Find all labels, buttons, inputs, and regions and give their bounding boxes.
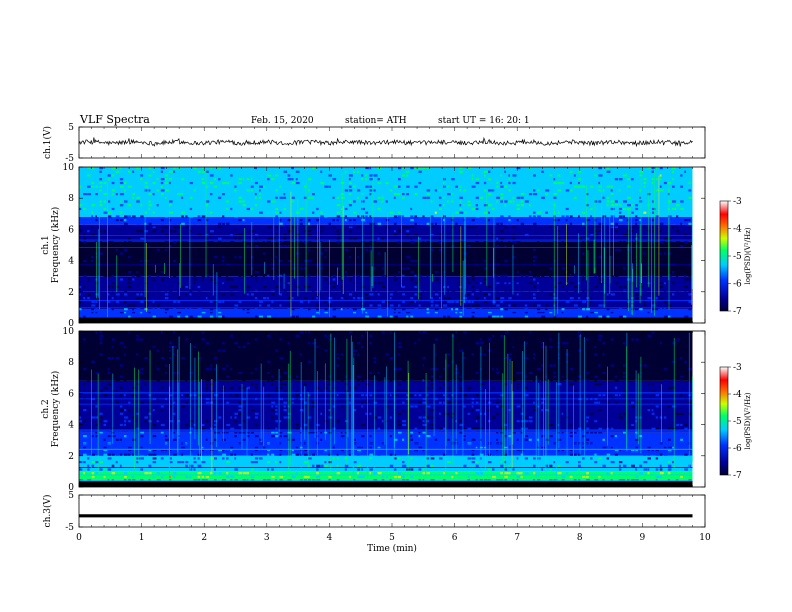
colorbar-label: log(PSD)(V²/Hz) [744,392,752,449]
ch1-colorbar: -3 -4 -5 -6 -7 log(PSD)(V²/Hz) [719,197,752,317]
ch1-waveform-y-tick-label: 5 [68,123,74,133]
ch3-waveform-panel: 5 -5 ch.3(V) [42,491,706,533]
spectral-band [79,380,693,394]
ch1-waveform-trace [78,136,693,148]
time-axis: 0 1 2 3 4 5 6 7 8 9 10 Time (min) [76,533,711,554]
colorbar-tick-label: -7 [733,307,742,317]
x-tick-label: 3 [264,533,270,543]
ch2-spectrogram-y-tick-label: 10 [63,327,75,337]
colorbar-tick-label: -3 [733,363,742,373]
ch1-spectrogram-y-tick-label: 4 [68,257,74,267]
x-axis-label: Time (min) [367,543,417,554]
ch1-waveform-ylabel: ch.1(V) [42,126,53,159]
ch1-waveform-panel: 5 -5 ch.1(V) [42,123,706,164]
colorbar-tick-label: -3 [733,197,742,207]
x-tick-label: 2 [201,533,207,543]
ch2-spectrogram-y-tick-label: 2 [68,452,74,462]
colorbar-tick-label: -7 [733,471,742,481]
x-tick-label: 10 [699,533,711,543]
colorbar-tick-label: -5 [733,417,742,427]
x-tick-label: 1 [139,533,145,543]
ch1-spectrogram-y-tick-label: 8 [68,194,74,204]
x-tick-label: 7 [514,533,520,543]
ch1-spectrogram-y-tick-label: 6 [68,225,74,235]
colorbar-tick-label: -5 [733,252,742,262]
x-tick-label: 5 [389,533,395,543]
header-date: Feb. 15, 2020 [251,116,314,126]
x-tick-label: 0 [76,533,82,543]
figure-title: VLF Spectra [79,113,150,126]
header-station: station= ATH [345,116,407,126]
ch2-spectrogram-y-tick-label: 0 [68,483,74,493]
x-tick-label: 9 [640,533,646,543]
colorbar-gradient [719,366,729,476]
x-tick-label: 8 [577,533,583,543]
x-tick-label: 6 [452,533,458,543]
ch1-spectrogram-ylabel: ch.1Frequency (kHz) [41,207,61,284]
colorbar-tick-label: -4 [733,390,742,400]
ch2-spectrogram-y-tick-label: 4 [68,421,74,431]
ch2-spectrogram-panel: 0 2 4 6 8 10 ch.2Frequency (kHz) [41,327,706,493]
ch1-waveform-y-tick-label: -5 [65,154,74,164]
ch1-spectrogram-y-tick-label: 10 [63,163,75,173]
colorbar-gradient [719,200,729,312]
colorbar-tick-label: -6 [733,444,742,454]
ch1-spectrogram-y-tick-label: 0 [68,319,74,329]
x-tick-label: 4 [327,533,333,543]
ch3-waveform-y-tick-label: 5 [68,491,74,501]
ch3-waveform-ylabel: ch.3(V) [42,495,53,528]
ch2-spectrogram-y-tick-label: 8 [68,358,74,368]
header-start-time: start UT = 16: 20: 1 [438,116,530,126]
ch3-waveform-y-tick-label: -5 [65,523,74,533]
colorbar-tick-label: -4 [733,225,742,235]
ch1-spectrogram-y-tick-label: 2 [68,288,74,298]
colorbar-label: log(PSD)(V²/Hz) [744,227,752,284]
ch2-spectrogram-y-tick-label: 6 [68,389,74,399]
ch2-colorbar: -3 -4 -5 -6 -7 log(PSD)(V²/Hz) [719,363,752,481]
ch1-spectrogram-panel: 0 2 4 6 8 10 ch.1Frequency (kHz) [41,163,706,329]
ch2-spectrogram-ylabel: ch.2Frequency (kHz) [41,371,61,448]
colorbar-tick-label: -6 [733,280,742,290]
